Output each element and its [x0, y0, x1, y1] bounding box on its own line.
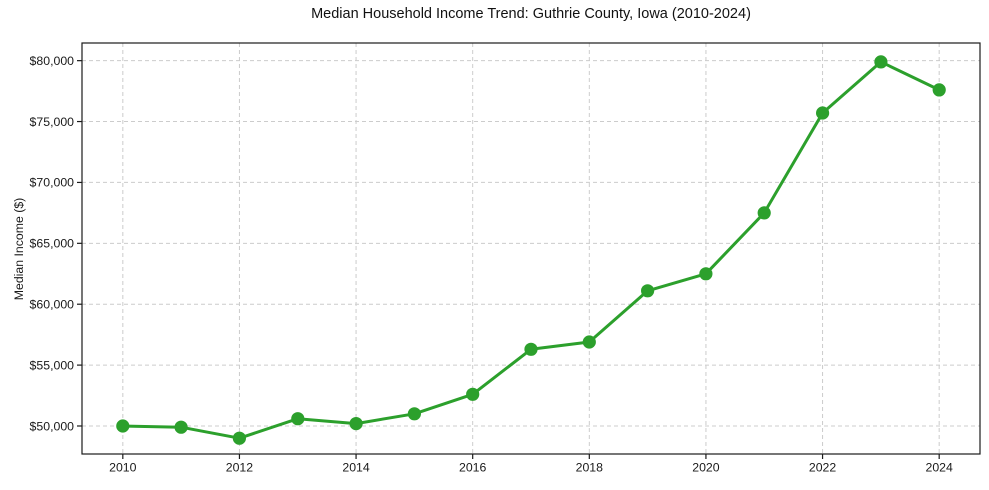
x-tick-label: 2022: [809, 461, 837, 475]
chart-title: Median Household Income Trend: Guthrie C…: [311, 6, 751, 22]
y-tick-label: $70,000: [30, 176, 75, 190]
data-point-2021: [757, 206, 771, 220]
x-tick-label: 2012: [226, 461, 254, 475]
data-point-2016: [466, 387, 480, 401]
x-tick-label: 2010: [109, 461, 137, 475]
x-tick-label: 2018: [576, 461, 604, 475]
data-point-2013: [291, 412, 305, 426]
x-tick-label: 2024: [926, 461, 954, 475]
y-tick-label: $80,000: [30, 54, 75, 68]
data-point-2022: [816, 106, 830, 120]
x-tick-label: 2016: [459, 461, 487, 475]
data-point-2014: [349, 417, 363, 431]
plot-border: [81, 42, 981, 455]
y-tick-label: $50,000: [30, 419, 75, 433]
data-point-2015: [407, 407, 421, 421]
y-tick-label: $60,000: [30, 298, 75, 312]
data-point-2012: [232, 431, 246, 445]
x-tick-label: 2020: [692, 461, 720, 475]
data-point-2024: [932, 83, 946, 97]
data-point-2011: [174, 420, 188, 434]
data-point-2018: [582, 335, 596, 349]
data-point-2019: [641, 284, 655, 298]
trend-line: [121, 60, 941, 440]
data-point-2023: [874, 55, 888, 69]
x-tick-label: 2014: [342, 461, 370, 475]
y-tick-label: $55,000: [30, 358, 75, 372]
data-point-2010: [116, 419, 130, 433]
y-tick-label: $65,000: [30, 237, 75, 251]
data-point-2017: [524, 342, 538, 356]
y-tick-label: $75,000: [30, 115, 75, 129]
data-point-2020: [699, 267, 713, 281]
